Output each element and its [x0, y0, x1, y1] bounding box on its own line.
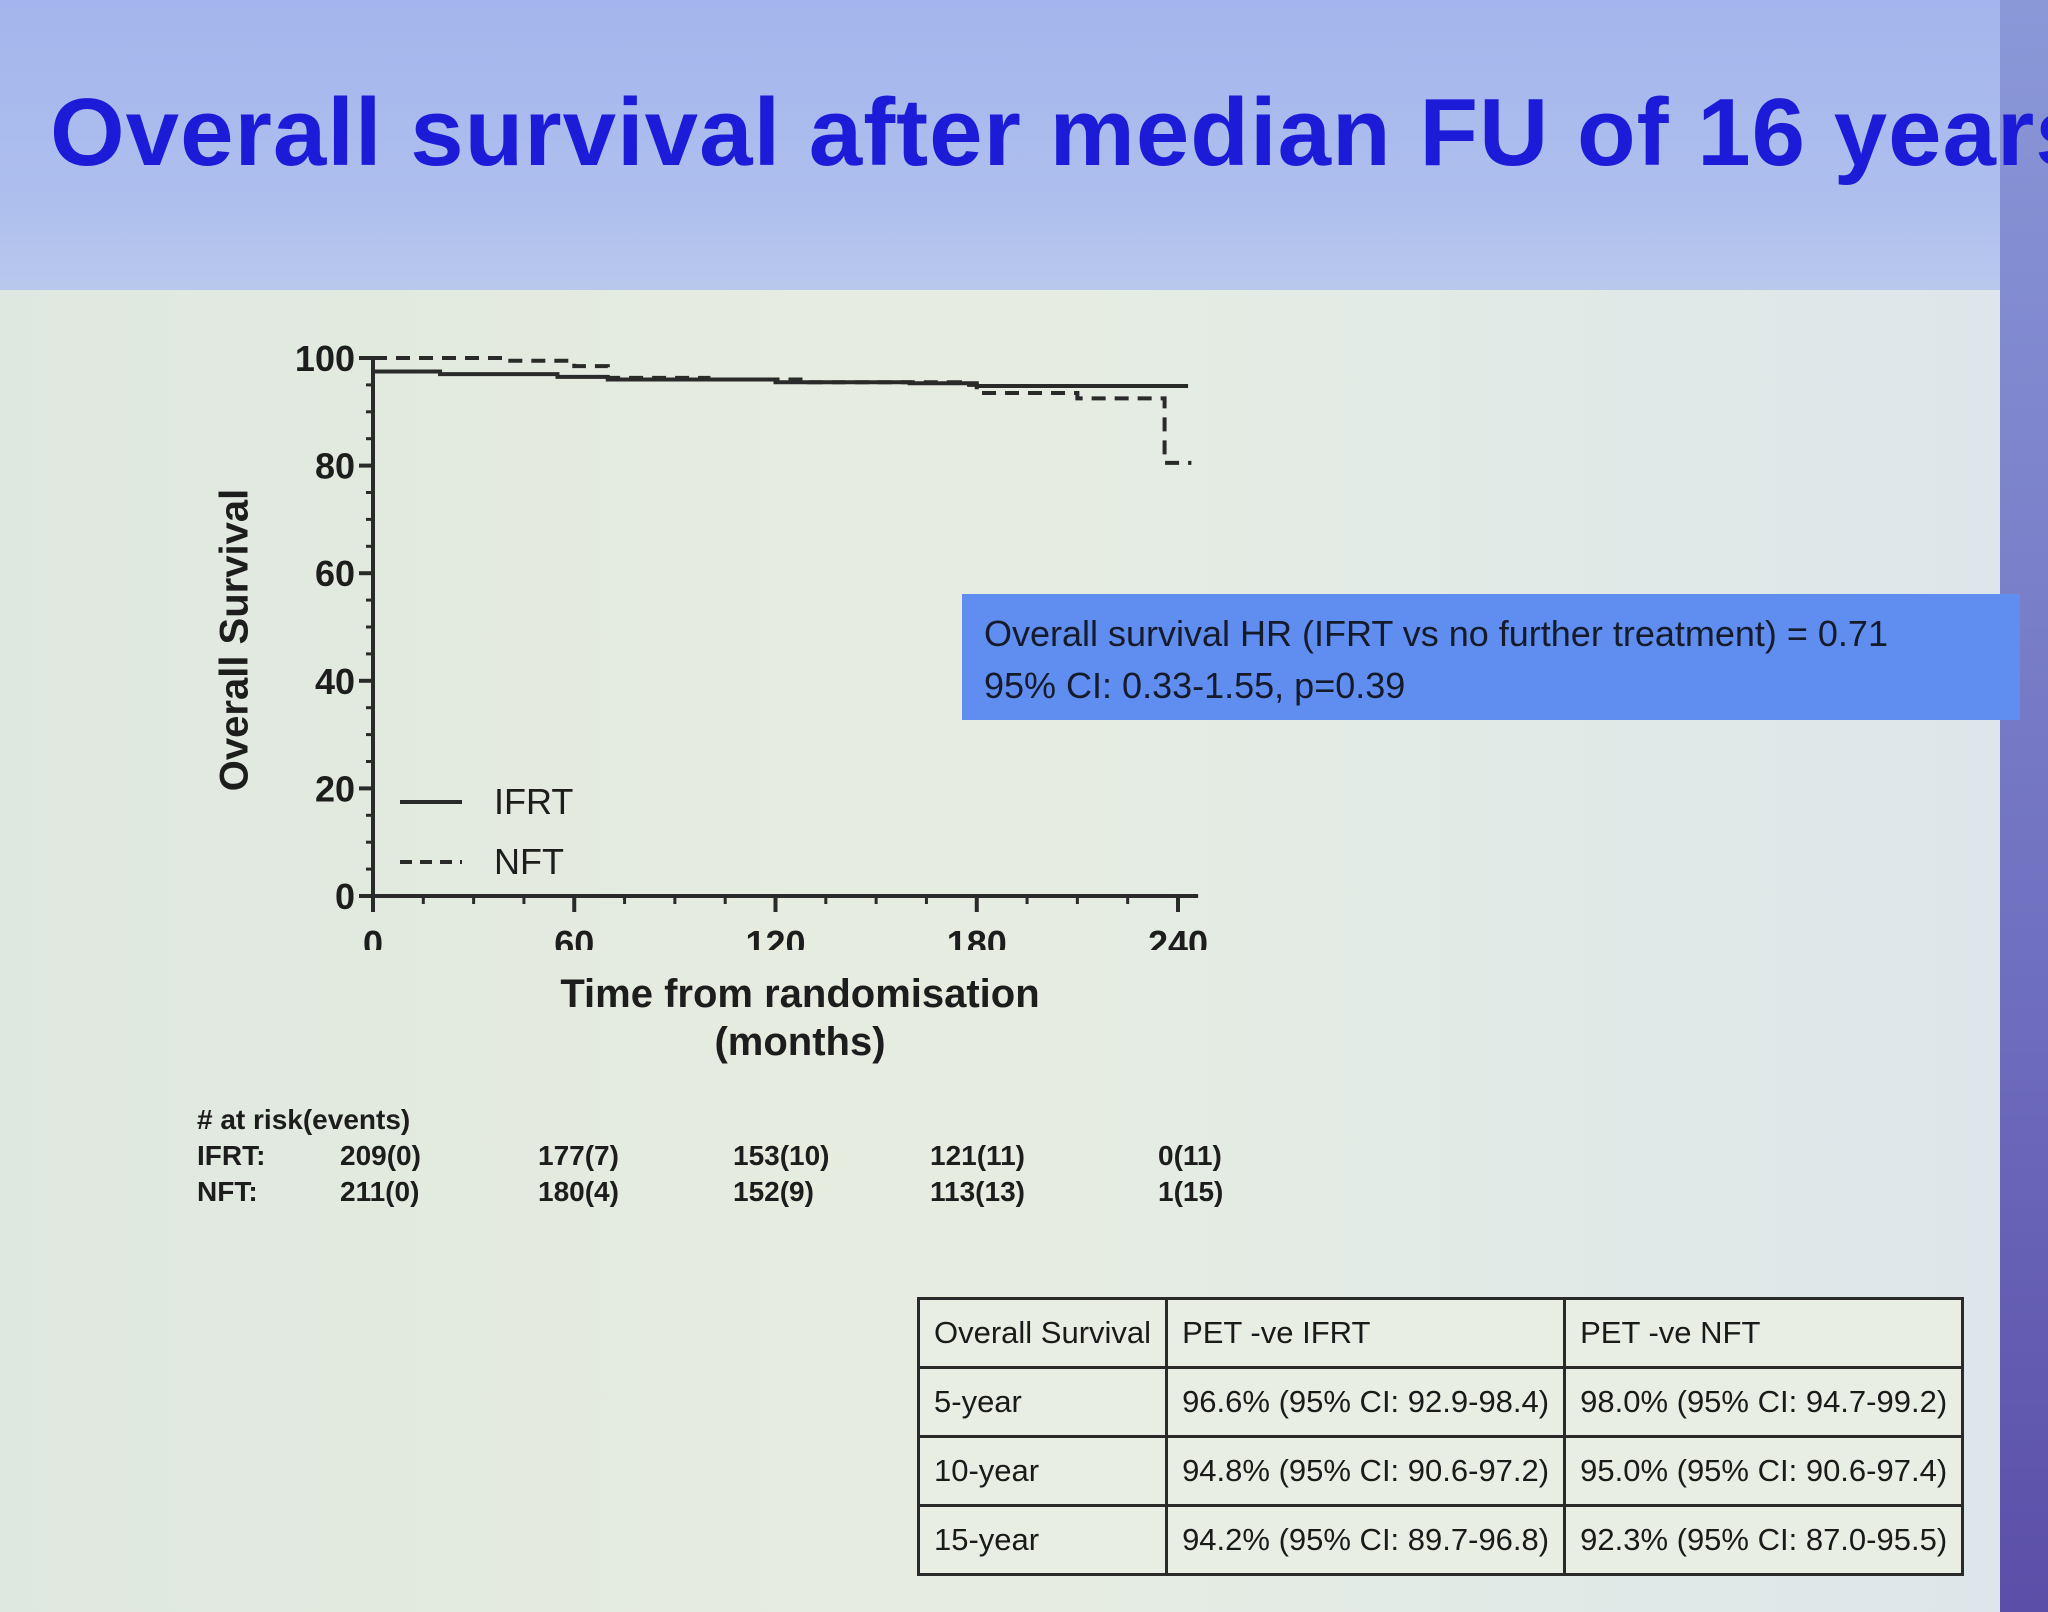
hazard-ratio-text: Overall survival HR (IFRT vs no further …	[984, 613, 1888, 654]
y-tick-label: 100	[295, 338, 355, 379]
table-cell: 98.0% (95% CI: 94.7-99.2)	[1563, 1366, 1965, 1438]
table-header-cell: PET -ve NFT	[1563, 1297, 1965, 1369]
at-risk-value: 211(0)	[340, 1176, 420, 1207]
hazard-ratio-box: Overall survival HR (IFRT vs no further …	[962, 594, 2020, 720]
y-tick-label: 20	[315, 768, 355, 809]
confidence-interval-text: 95% CI: 0.33-1.55, p=0.39	[984, 665, 1406, 706]
at-risk-value: 177(7)	[538, 1140, 619, 1171]
x-tick-label: 240	[1148, 923, 1208, 950]
table-cell: 92.3% (95% CI: 87.0-95.5)	[1563, 1504, 1965, 1576]
table-cell: 96.6% (95% CI: 92.9-98.4)	[1165, 1366, 1567, 1438]
y-tick-label: 0	[335, 876, 355, 917]
y-tick-label: 40	[315, 661, 355, 702]
table-row: 5-year 96.6% (95% CI: 92.9-98.4) 98.0% (…	[916, 1366, 1965, 1438]
slide-edge	[2000, 0, 2048, 1612]
table-row: 15-year 94.2% (95% CI: 89.7-96.8) 92.3% …	[916, 1504, 1965, 1576]
table-cell: 94.8% (95% CI: 90.6-97.2)	[1165, 1435, 1567, 1507]
km-chart: 0 20 40 60 80 100 0 60 120 180 240 IFRT NFT	[295, 338, 1208, 950]
y-tick-label: 60	[315, 553, 355, 594]
x-axis-title: Time from randomisation (months)	[520, 970, 1080, 1066]
slide-title: Overall survival after median FU of 16 y…	[50, 79, 2048, 186]
at-risk-value: 1(15)	[1158, 1176, 1224, 1207]
table-header-cell: Overall Survival	[916, 1297, 1169, 1369]
table-row: 10-year 94.8% (95% CI: 90.6-97.2) 95.0% …	[916, 1435, 1965, 1507]
at-risk-value: 113(13)	[930, 1176, 1025, 1207]
x-axis-title-line1: Time from randomisation	[560, 972, 1040, 1016]
table-cell: 15-year	[916, 1504, 1169, 1576]
at-risk-value: 209(0)	[340, 1140, 421, 1171]
x-tick-label: 180	[947, 923, 1007, 950]
at-risk-value: 0(11)	[1158, 1140, 1222, 1171]
x-tick-label: 0	[363, 923, 383, 950]
legend-label: IFRT	[494, 781, 573, 822]
at-risk-row-label: NFT:	[197, 1176, 258, 1207]
table-header-cell: PET -ve IFRT	[1165, 1297, 1567, 1369]
at-risk-value: 180(4)	[538, 1176, 619, 1207]
table-cell: 10-year	[916, 1435, 1169, 1507]
legend-label: NFT	[494, 841, 564, 882]
series-line-ifrt	[373, 369, 1189, 388]
at-risk-row-label: IFRT:	[197, 1140, 266, 1171]
table-cell: 95.0% (95% CI: 90.6-97.4)	[1563, 1435, 1965, 1507]
at-risk-value: 152(9)	[733, 1176, 814, 1207]
x-axis-title-line2: (months)	[714, 1020, 886, 1064]
y-axis-title: Overall Survival	[212, 488, 257, 792]
at-risk-header: # at risk(events)	[197, 1104, 411, 1135]
table-cell: 94.2% (95% CI: 89.7-96.8)	[1165, 1504, 1567, 1576]
survival-table: Overall Survival PET -ve IFRT PET -ve NF…	[916, 1297, 1965, 1576]
at-risk-value: 121(11)	[930, 1140, 1025, 1171]
table-header-row: Overall Survival PET -ve IFRT PET -ve NF…	[916, 1297, 1965, 1369]
series-line-nft	[373, 356, 1192, 465]
x-tick-label: 120	[745, 923, 805, 950]
table-cell: 5-year	[916, 1366, 1169, 1438]
y-tick-label: 80	[315, 446, 355, 487]
at-risk-value: 153(10)	[733, 1140, 830, 1171]
x-tick-label: 60	[554, 923, 594, 950]
title-band	[0, 0, 2000, 290]
